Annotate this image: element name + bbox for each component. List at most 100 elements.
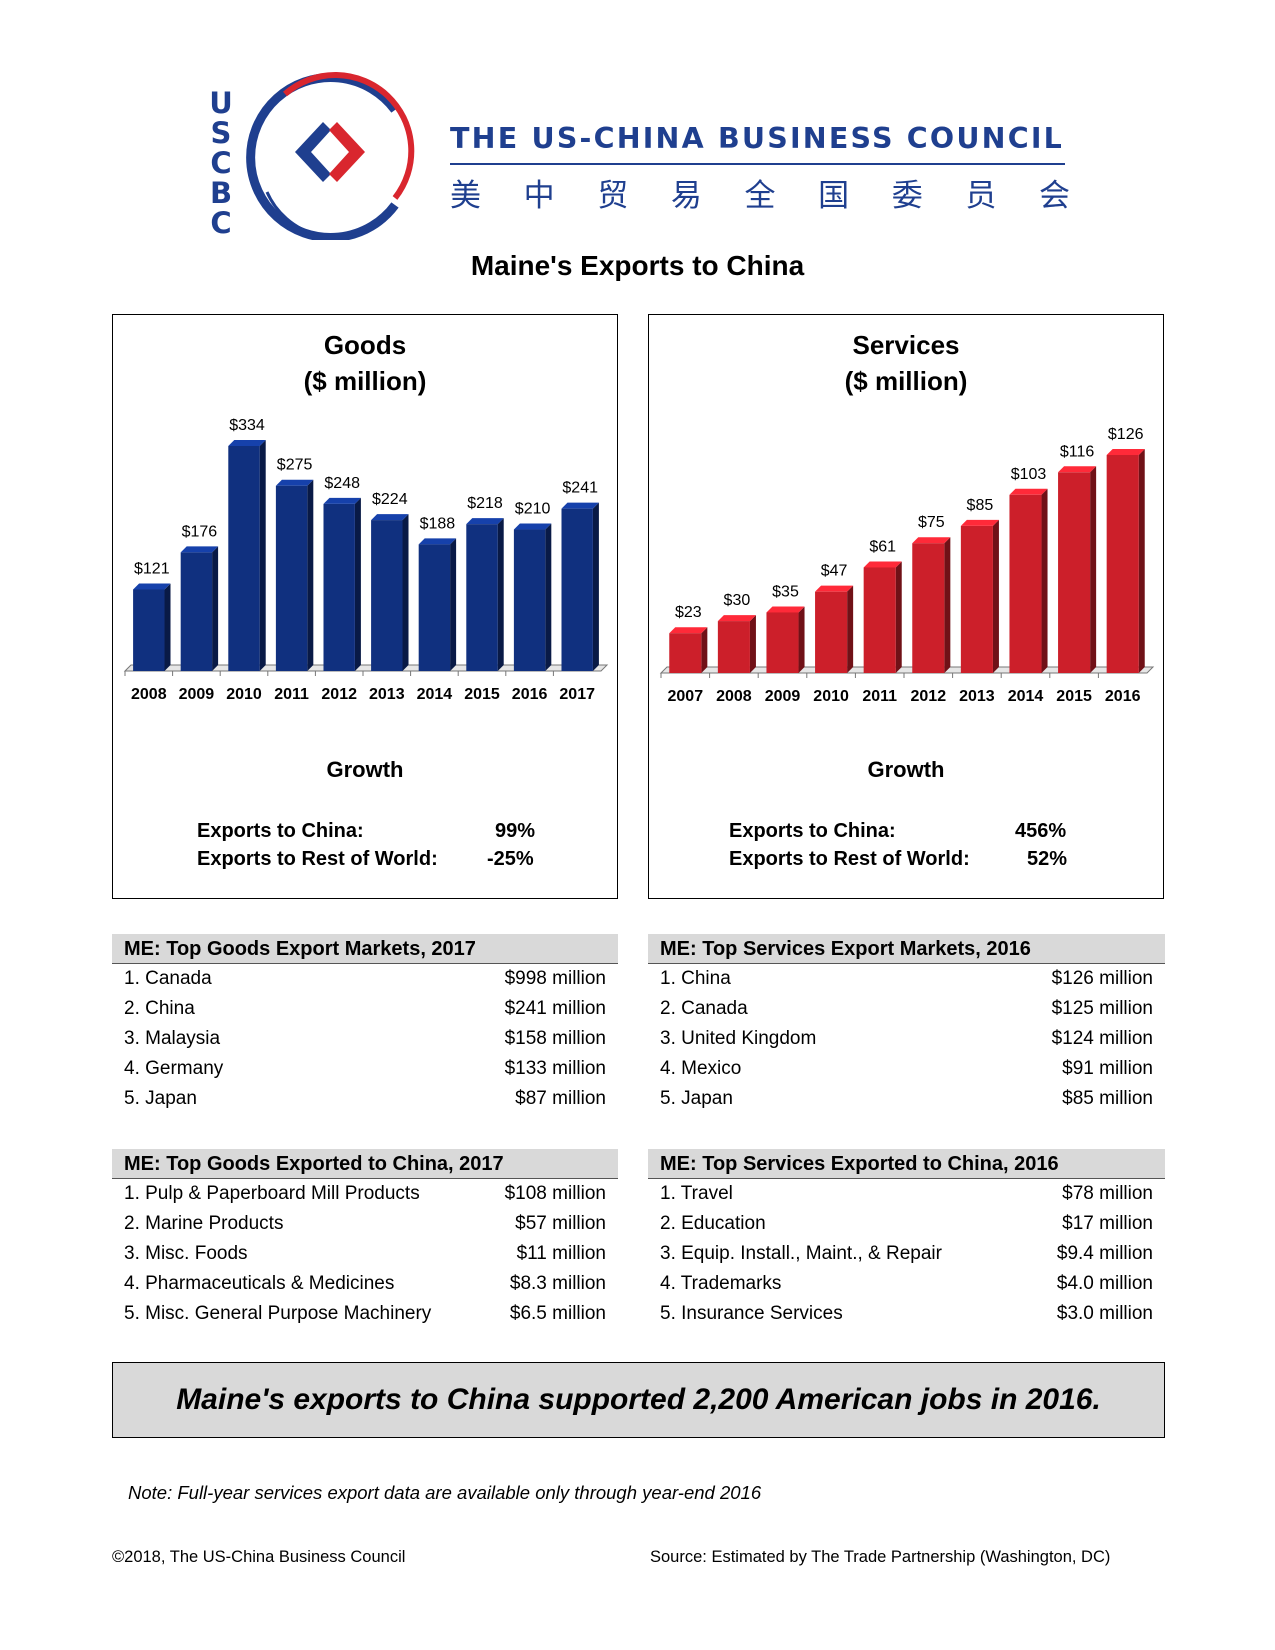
bar-side — [895, 561, 902, 673]
bar — [180, 552, 213, 671]
x-tick-label: 2008 — [716, 688, 752, 705]
x-tick-label: 2013 — [369, 686, 405, 703]
bar-top — [912, 537, 951, 544]
bar — [275, 485, 308, 671]
x-tick-label: 2015 — [1056, 688, 1092, 705]
row-value: $158 million — [504, 1028, 606, 1049]
bar-value-label: $23 — [675, 604, 702, 621]
row-value: $91 million — [1062, 1058, 1153, 1079]
services-to-china-table: ME: Top Services Exported to China, 2016… — [648, 1149, 1165, 1329]
row-value: $87 million — [515, 1088, 606, 1109]
x-tick-label: 2013 — [959, 688, 995, 705]
footnote: Note: Full-year services export data are… — [128, 1482, 762, 1503]
x-tick-label: 2010 — [226, 686, 262, 703]
bar-value-label: $126 — [1108, 426, 1144, 443]
bar-top — [766, 606, 805, 613]
row-value: $4.0 million — [1056, 1273, 1153, 1294]
table-row: 1. Pulp & Paperboard Mill Products $108 m… — [112, 1179, 618, 1209]
growth-world-value: -25% — [487, 848, 534, 870]
bar-top — [1106, 449, 1145, 455]
bar-side — [259, 440, 266, 671]
goods-chart-title: Goods ($ million) — [113, 327, 617, 399]
bar — [863, 567, 896, 673]
services-bar-chart: $23 2007 $30 2008 $35 2009 $47 2010 $61 2011 $75 20… — [659, 426, 1155, 705]
bar-top — [133, 583, 171, 590]
bar-top — [228, 440, 266, 446]
bar-side — [1138, 449, 1145, 673]
bar — [323, 503, 355, 671]
bar-side — [701, 627, 708, 673]
row-label: 1. Canada — [124, 968, 212, 989]
row-label: 2. Canada — [660, 998, 748, 1019]
row-value: $241 million — [504, 998, 606, 1019]
row-label: 3. Malaysia — [124, 1028, 221, 1049]
row-label: 4. Germany — [124, 1058, 224, 1079]
bar-side — [307, 479, 314, 671]
table-row: 5. Japan $87 million — [112, 1084, 618, 1114]
bar-value-label: $85 — [967, 497, 994, 514]
table-row: 1. Travel $78 million — [648, 1179, 1165, 1209]
row-label: 1. Travel — [660, 1183, 733, 1204]
bar — [669, 633, 702, 673]
bar — [133, 589, 165, 671]
bar-value-label: $176 — [182, 523, 218, 540]
row-value: $133 million — [504, 1058, 606, 1079]
row-label: 2. Marine Products — [124, 1213, 284, 1234]
bar-top — [371, 514, 409, 521]
logo-emblem-icon — [246, 72, 415, 240]
bar — [766, 612, 799, 673]
bar-side — [847, 585, 854, 673]
x-tick-label: 2011 — [862, 688, 897, 705]
bar-top — [418, 538, 457, 545]
bar — [418, 544, 451, 671]
row-value: $3.0 million — [1056, 1303, 1153, 1324]
row-label: 4. Trademarks — [660, 1273, 782, 1294]
logo-letter: U — [209, 86, 233, 120]
growth-world-label: Exports to Rest of World: — [729, 848, 970, 870]
chart-title: Goods — [323, 330, 407, 360]
row-value: $17 million — [1062, 1213, 1153, 1234]
bar-value-label: $121 — [134, 560, 170, 577]
org-name-chinese-char: 员 — [965, 178, 997, 214]
growth-title: Growth — [326, 757, 404, 782]
bar-value-label: $248 — [324, 475, 360, 492]
row-value: $78 million — [1062, 1183, 1153, 1204]
row-label: 5. Japan — [124, 1088, 197, 1109]
table-row: 4. Pharmaceuticals & Medicines $8.3 milli… — [112, 1269, 618, 1299]
bar-value-label: $210 — [515, 501, 551, 518]
growth-world-label: Exports to Rest of World: — [197, 848, 438, 870]
goods-to-china-table: ME: Top Goods Exported to China, 2017 1.… — [112, 1149, 618, 1329]
services-chart-title: Services ($ million) — [649, 327, 1163, 399]
row-label: 1. China — [660, 968, 731, 989]
copyright: ©2018, The US-China Business Council — [112, 1548, 406, 1566]
bar-top — [815, 585, 854, 592]
x-tick-label: 2015 — [464, 686, 500, 703]
bar-value-label: $275 — [277, 457, 313, 474]
org-name-chinese-char: 全 — [744, 178, 776, 214]
bar-value-label: $75 — [918, 514, 945, 531]
logo-letter: C — [210, 146, 232, 180]
bar — [466, 524, 498, 671]
x-tick-label: 2014 — [417, 686, 453, 703]
table-title: ME: Top Goods Export Markets, 2017 — [112, 934, 618, 964]
x-tick-label: 2010 — [813, 688, 849, 705]
bar-value-label: $224 — [372, 491, 408, 508]
bar-value-label: $188 — [420, 515, 456, 532]
bar — [228, 446, 260, 671]
chart-subtitle: ($ million) — [844, 366, 968, 396]
growth-title: Growth — [867, 757, 945, 782]
row-label: 3. United Kingdom — [660, 1028, 817, 1049]
x-tick-label: 2007 — [668, 688, 704, 705]
services-panel: Services ($ million) $23 2007 $30 2008 $35 20… — [648, 314, 1164, 899]
goods-panel: Goods ($ million) $121 2008 $176 2009 $334 20… — [112, 314, 618, 899]
row-label: 2. Education — [660, 1213, 766, 1234]
bar-side — [164, 583, 171, 671]
x-tick-label: 2008 — [131, 686, 167, 703]
bar-value-label: $241 — [562, 480, 598, 497]
row-label: 5. Japan — [660, 1088, 733, 1109]
bar-side — [1090, 466, 1097, 673]
x-tick-label: 2016 — [1105, 688, 1141, 705]
logo-letters: U S C B C — [206, 88, 236, 238]
chart-subtitle: ($ million) — [303, 366, 427, 396]
bar-top — [1058, 466, 1097, 473]
